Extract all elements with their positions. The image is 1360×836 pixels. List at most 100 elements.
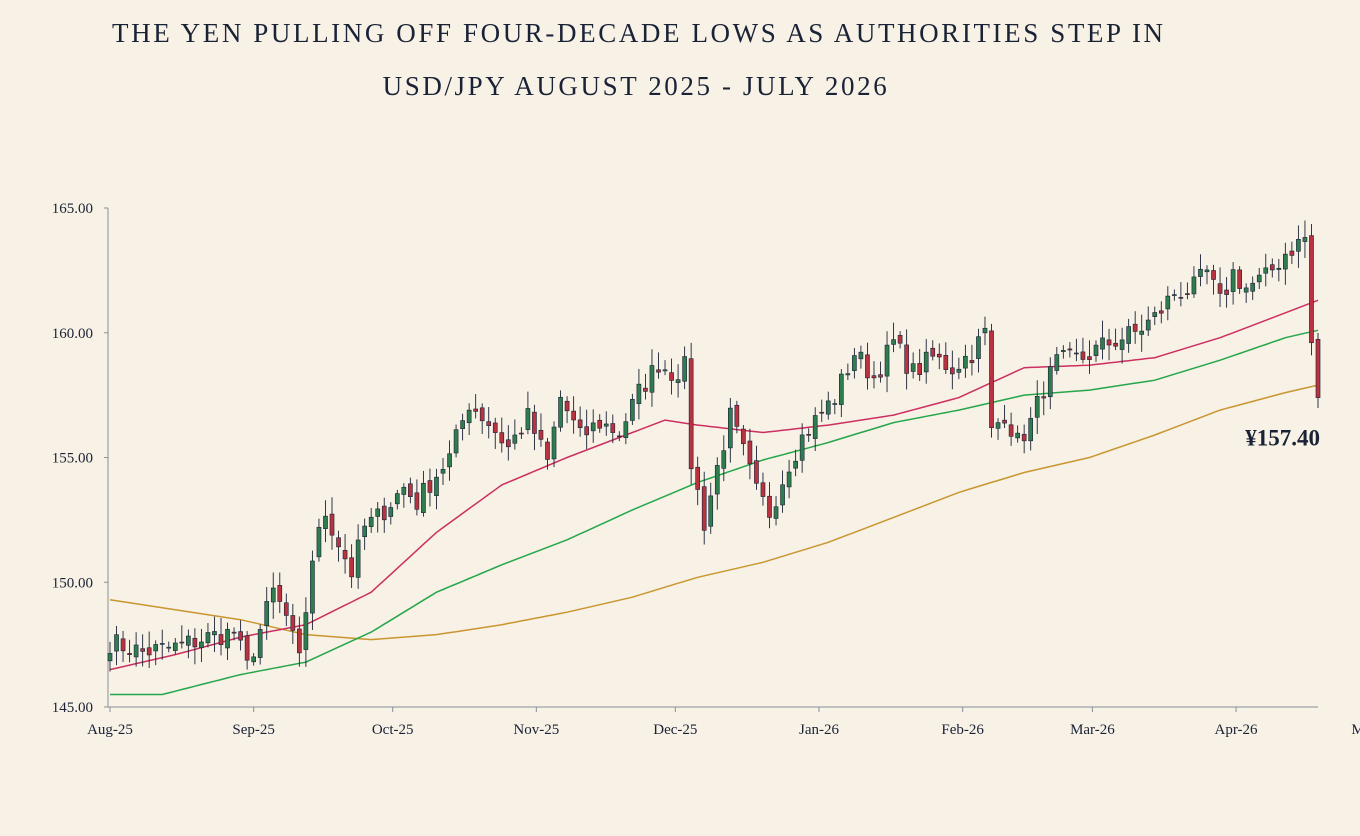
- candle-up: [205, 632, 211, 644]
- candle-up: [355, 539, 361, 578]
- candle-down: [127, 653, 132, 655]
- candle-down: [1217, 283, 1223, 294]
- candle-up: [1074, 352, 1079, 355]
- candle-up: [270, 587, 276, 603]
- ma-short-line: [109, 299, 1319, 671]
- candle-down: [878, 374, 883, 378]
- candle-up: [114, 634, 119, 652]
- candle-up: [623, 421, 629, 438]
- candle-up: [675, 379, 681, 383]
- candle-up: [728, 407, 733, 449]
- candle-down: [1289, 250, 1295, 256]
- candle-up: [662, 369, 668, 372]
- candle-down: [277, 585, 283, 602]
- y-tick-label: 165.00: [52, 201, 93, 217]
- candle-up: [825, 400, 831, 415]
- candle-down: [695, 466, 700, 490]
- x-tick-label: Mar-26: [1070, 722, 1115, 738]
- candle-up: [401, 486, 407, 495]
- candle-up: [590, 422, 596, 432]
- candle-down: [1224, 289, 1229, 295]
- candle-down: [943, 355, 949, 370]
- candle-up: [107, 653, 113, 662]
- candle-up: [434, 476, 439, 496]
- candle-up: [832, 403, 838, 405]
- candle-up: [394, 493, 400, 505]
- candle-down: [734, 404, 740, 427]
- candle-down: [871, 375, 877, 379]
- candle-up: [186, 635, 191, 646]
- candle-up: [199, 641, 204, 648]
- candle-up: [460, 420, 465, 429]
- candle-up: [786, 471, 792, 488]
- candle-down: [499, 432, 505, 444]
- candle-down: [760, 482, 766, 497]
- candle-down: [414, 492, 420, 510]
- candle-up: [649, 365, 655, 393]
- candle-down: [950, 367, 955, 375]
- candle-down: [244, 635, 250, 661]
- candle-down: [408, 483, 413, 497]
- candle-down: [643, 387, 648, 392]
- y-tick-label: 145.00: [52, 700, 93, 716]
- candle-down: [1041, 396, 1047, 399]
- candle-down: [336, 537, 341, 548]
- candle-down: [1021, 433, 1027, 442]
- candle-up: [799, 434, 805, 461]
- chart-title: THE YEN PULLING OFF FOUR-DECADE LOWS AS …: [112, 18, 1166, 48]
- candle-down: [1158, 310, 1164, 314]
- candle-up: [388, 507, 394, 517]
- candle-down: [479, 407, 485, 422]
- candle-down: [238, 631, 243, 641]
- candle-up: [976, 336, 981, 359]
- candle-up: [884, 344, 890, 377]
- candle-up: [1198, 268, 1203, 277]
- candle-up: [257, 629, 263, 658]
- candle-up: [447, 453, 452, 468]
- candle-up: [839, 373, 844, 405]
- candle-down: [1211, 270, 1216, 280]
- x-tick-label: Feb-26: [941, 722, 984, 738]
- candle-down: [297, 628, 302, 654]
- candle-down: [930, 347, 936, 357]
- x-tick-label: Dec-25: [653, 722, 697, 738]
- candle-up: [1296, 238, 1301, 252]
- candle-down: [701, 486, 707, 531]
- candle-up: [512, 434, 518, 444]
- x-tick-label: Sep-25: [232, 722, 275, 738]
- candle-up: [1263, 267, 1269, 274]
- candle-up: [159, 643, 165, 645]
- candle-down: [747, 440, 753, 465]
- candle-down: [656, 369, 661, 373]
- candle-up: [1172, 294, 1177, 296]
- candle-up: [721, 450, 727, 469]
- candle-down: [1178, 297, 1184, 299]
- candle-up: [1165, 295, 1171, 310]
- candle-down: [505, 439, 511, 448]
- candle-down: [564, 400, 570, 412]
- candle-up: [891, 339, 896, 345]
- candle-down: [1237, 269, 1242, 289]
- candle-up: [421, 482, 426, 513]
- candle-up: [1015, 432, 1020, 439]
- candle-up: [1302, 237, 1308, 242]
- candle-up: [1230, 269, 1236, 292]
- candle-down: [688, 358, 694, 470]
- candle-up: [1283, 253, 1288, 270]
- candle-down: [819, 411, 825, 414]
- candle-up: [630, 399, 635, 421]
- candle-up: [1145, 319, 1151, 331]
- candle-up: [440, 469, 446, 474]
- candle-down: [381, 505, 387, 521]
- candle-down: [120, 638, 126, 652]
- candle-down: [519, 432, 524, 435]
- candle-up: [636, 383, 642, 404]
- candle-down: [1315, 338, 1321, 398]
- candle-up: [773, 506, 779, 519]
- candle-up: [956, 368, 962, 373]
- candle-down: [767, 495, 772, 518]
- candle-up: [714, 465, 720, 495]
- candle-down: [231, 631, 237, 634]
- candle-down: [283, 602, 289, 616]
